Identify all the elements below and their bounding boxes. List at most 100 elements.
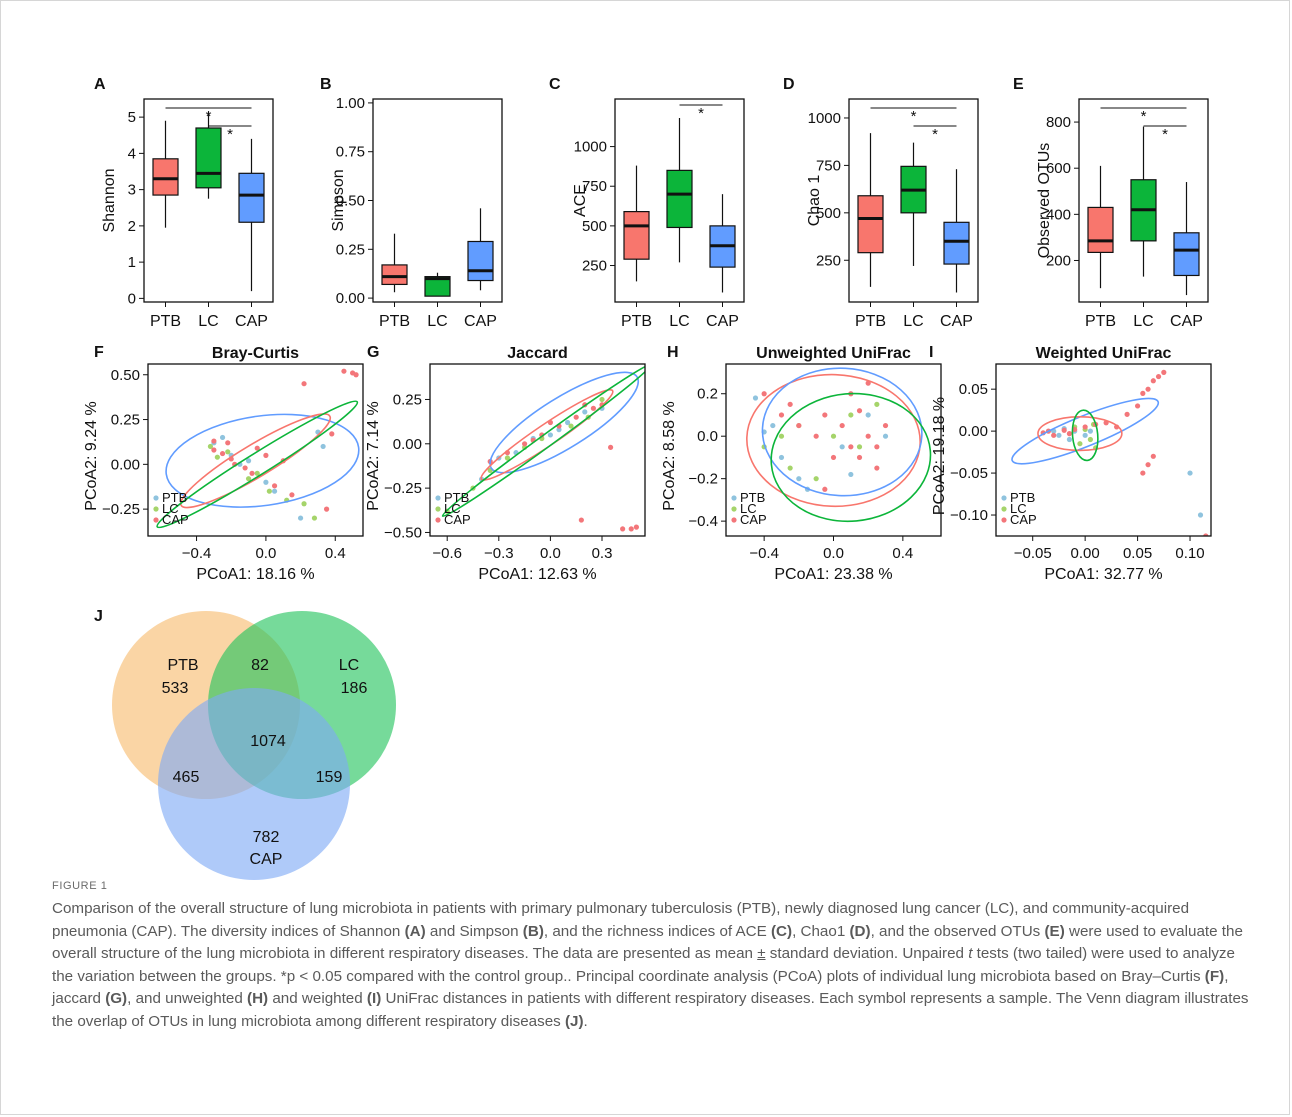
venn-set-label: PTB: [167, 657, 198, 674]
point-cap: [874, 465, 880, 471]
point-cap: [1061, 427, 1067, 433]
x-tick-label: PTB: [855, 313, 886, 330]
caption-segment: t: [968, 945, 973, 962]
point-cap: [573, 414, 579, 420]
caption-segment: tests (two tailed) were used to analyze …: [52, 945, 1235, 985]
point-cap: [1161, 369, 1167, 375]
point-lc: [599, 396, 605, 403]
y-tick-label: 0.0: [697, 428, 718, 445]
box-cap: [238, 172, 265, 223]
panel-letter: A: [94, 76, 106, 93]
point-cap: [1155, 373, 1162, 380]
legend-label: PTB: [740, 490, 765, 505]
legend-label: CAP: [162, 512, 189, 527]
scatter-panel-H: H Unweighted UniFrac −0.4 0.0 0.4 −0.4 −0.2 0.0…: [661, 344, 942, 583]
y-tick-label: 750: [816, 157, 841, 174]
point-cap: [341, 368, 347, 374]
scatter-panel-F: F Bray-Curtis −0.4 0.0 0.4 −0.25 0.00 0.25 0.50 P…: [83, 344, 364, 583]
x-tick-label: CAP: [464, 313, 497, 330]
caption-segment: (A): [404, 922, 426, 940]
point-cap: [1134, 403, 1141, 409]
box-panel-B: B 0.00 0.25 0.50 0.75 1.00 Simpson PTB LC CAP: [320, 76, 503, 330]
caption-segment: (C): [770, 922, 793, 940]
point-cap: [882, 422, 889, 429]
point-lc: [787, 465, 793, 471]
point-cap: [856, 454, 863, 461]
point-lc: [874, 401, 880, 407]
point-ptb: [1066, 436, 1073, 443]
point-lc: [568, 423, 574, 429]
x-tick-label: LC: [669, 313, 689, 330]
caption-segment: (D): [849, 922, 871, 940]
ellipse-ptb: [179, 413, 332, 509]
legend-marker: [1001, 506, 1007, 512]
point-ptb: [865, 412, 871, 418]
y-tick-label: 1.00: [336, 95, 365, 112]
caption-segment: (J): [564, 1012, 584, 1030]
caption-segment: (F): [1204, 967, 1225, 985]
point-cap: [329, 431, 335, 437]
point-cap: [323, 506, 330, 512]
point-ptb: [547, 432, 554, 438]
caption-segment: (I): [366, 990, 382, 1007]
point-lc: [813, 476, 819, 482]
y-axis-label: Observed OTUs: [1036, 143, 1053, 259]
point-ptb: [1082, 432, 1088, 438]
point-cap: [865, 380, 871, 386]
x-tick-label: PTB: [621, 313, 652, 330]
y-axis-label: Simpson: [330, 169, 347, 231]
box-cap: [1173, 232, 1200, 277]
box-lc: [666, 169, 693, 229]
panel-title: Weighted UniFrac: [1036, 345, 1172, 362]
point-ptb: [271, 488, 278, 494]
point-ptb: [839, 444, 845, 450]
legend-marker: [435, 506, 441, 512]
x-tick-label: LC: [427, 313, 447, 330]
point-cap: [249, 470, 255, 476]
caption-segment: , and the richness indices of ACE: [543, 922, 771, 940]
point-lc: [254, 470, 260, 476]
point-ptb: [582, 409, 588, 415]
point-cap: [787, 401, 793, 407]
box-ptb: [1087, 206, 1114, 254]
point-cap: [1145, 386, 1151, 392]
point-cap: [263, 452, 269, 458]
point-lc: [245, 476, 252, 482]
y-tick-label: 250: [816, 252, 841, 269]
figure-label: FIGURE 1: [52, 880, 108, 892]
y-tick-label: 200: [1046, 252, 1071, 269]
panel-letter: H: [667, 344, 679, 361]
y-tick-label: 0.75: [336, 144, 365, 161]
significance-star: *: [1162, 126, 1168, 143]
legend-label: PTB: [1010, 490, 1035, 505]
point-lc: [311, 515, 318, 521]
legend-marker: [435, 495, 441, 501]
y-tick-label: −0.05: [950, 465, 988, 482]
point-lc: [778, 433, 785, 439]
point-cap: [578, 517, 584, 523]
point-cap: [219, 450, 226, 457]
point-ptb: [1056, 432, 1062, 438]
point-cap: [1124, 411, 1130, 417]
point-lc: [1087, 436, 1093, 443]
caption-segment: .: [583, 1012, 588, 1030]
venn-panel-J: J PTB 533 LC 186 82 1074 465 159 782 CAP: [94, 608, 396, 880]
scatter-panel-I: I Weighted UniFrac −0.05 0.00 0.05 0.10 −0.10 −…: [929, 344, 1212, 583]
point-cap: [353, 372, 359, 378]
panel-letter: E: [1013, 76, 1024, 93]
legend-marker: [435, 517, 441, 523]
plot-area: [441, 364, 645, 532]
y-tick-label: −0.25: [384, 480, 422, 497]
ellipse-cap: [165, 413, 360, 508]
venn-set-label: LC: [339, 657, 359, 674]
point-cap: [608, 444, 614, 450]
caption-segment: and weighted: [268, 990, 367, 1007]
figure-caption: FIGURE 1 Comparison of the overall struc…: [52, 880, 1252, 1033]
point-cap: [1140, 470, 1146, 476]
box-panel-A: A 0 1 2 3 4 5 Shannon PTB LC CAP * *: [94, 76, 274, 330]
legend-label: LC: [162, 501, 179, 516]
point-lc: [266, 488, 272, 494]
caption-segment: standard deviation. Unpaired: [765, 945, 969, 962]
